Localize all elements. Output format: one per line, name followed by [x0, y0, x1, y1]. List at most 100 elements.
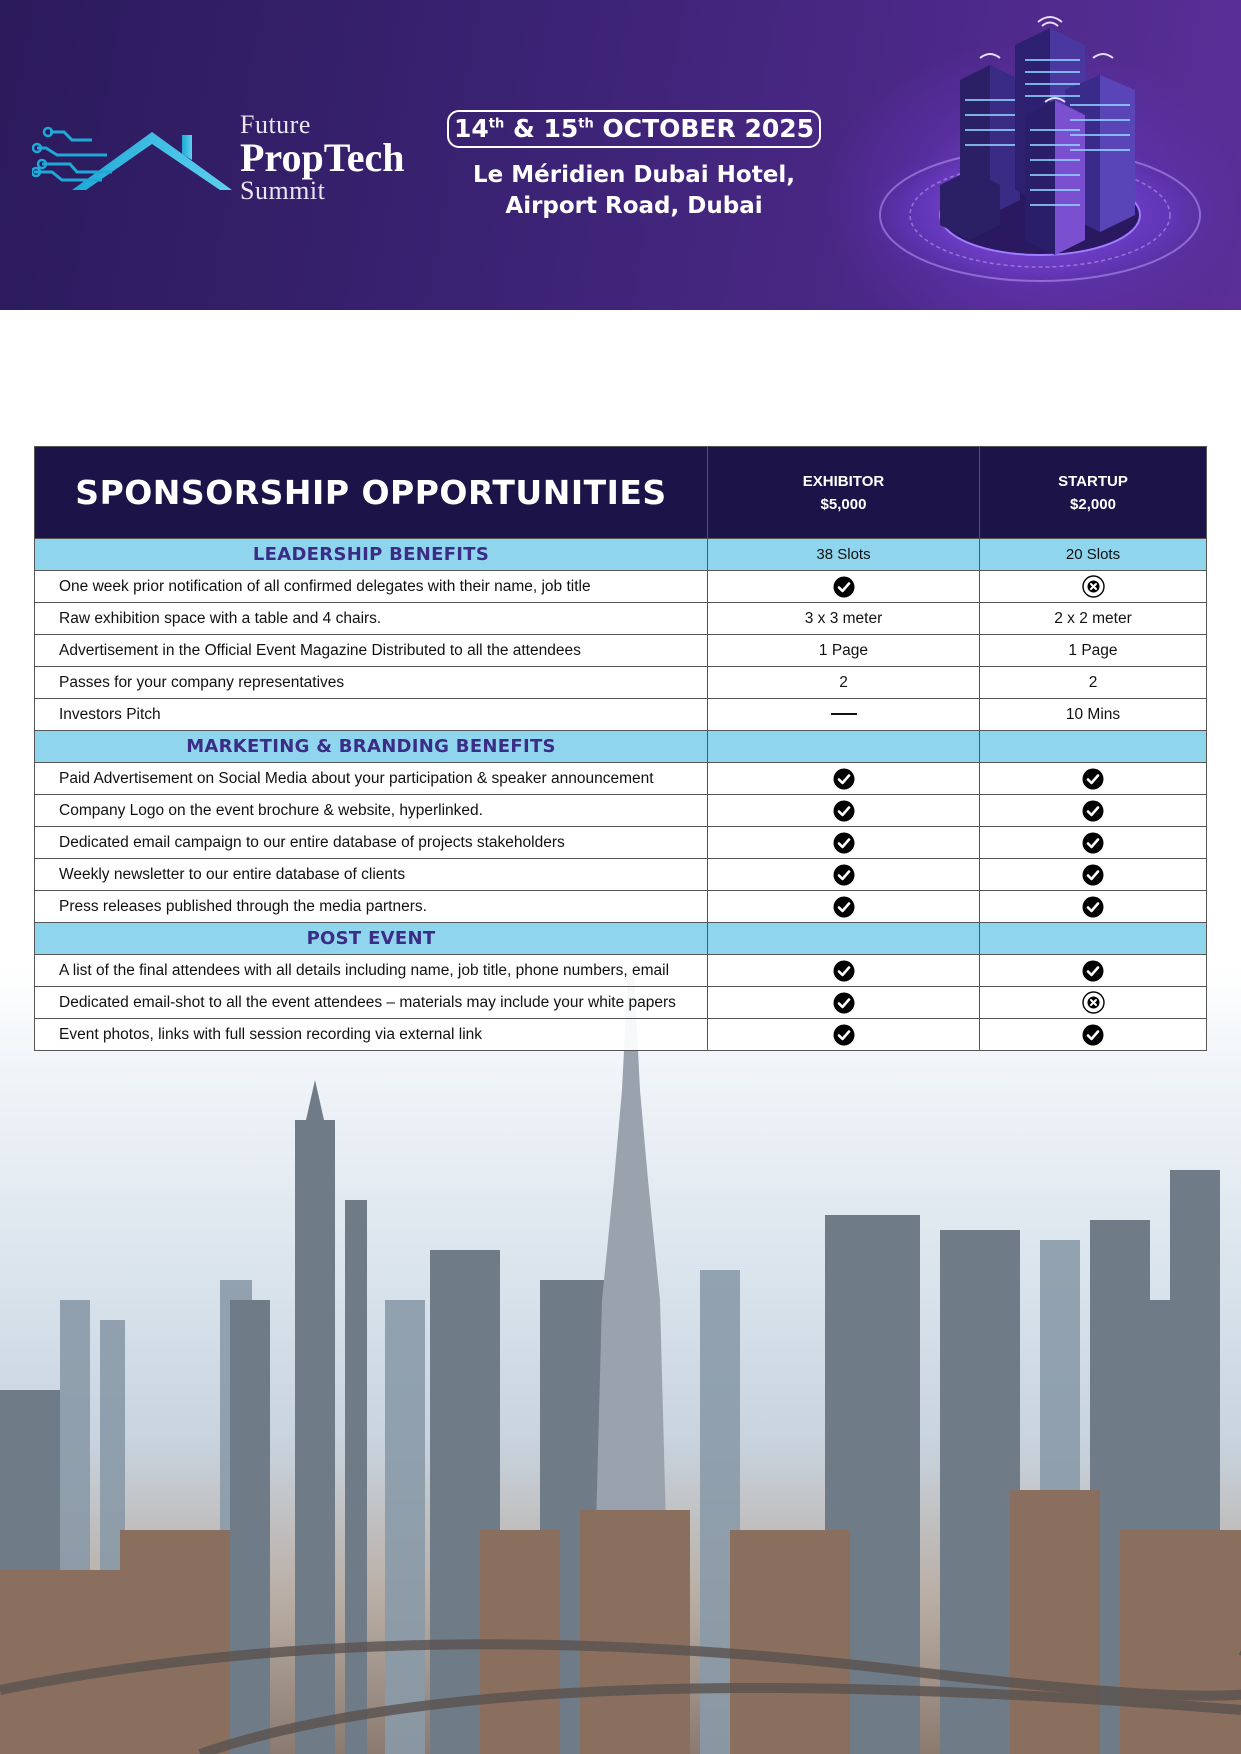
date-month-year: OCTOBER 2025 — [602, 114, 815, 143]
benefit-value-exhibitor — [707, 1018, 980, 1051]
check-circle-icon — [833, 960, 854, 981]
benefit-value-exhibitor — [707, 794, 980, 827]
benefit-value-startup — [979, 794, 1207, 827]
table-row: A list of the final attendees with all d… — [34, 954, 1207, 987]
table-row: One week prior notification of all confi… — [34, 570, 1207, 603]
benefit-value-startup: 2 — [979, 666, 1207, 699]
check-circle-icon — [1082, 960, 1104, 981]
cross-circle-icon — [1081, 575, 1105, 598]
benefit-label: Paid Advertisement on Social Media about… — [34, 762, 708, 795]
table-row: Dedicated email campaign to our entire d… — [34, 826, 1207, 859]
skyline-silhouette — [0, 970, 1241, 1754]
check-circle-icon — [1082, 1024, 1104, 1045]
date-amp: & — [512, 114, 535, 143]
benefit-value-startup: 10 Mins — [979, 698, 1207, 731]
section-title: MARKETING & BRANDING BENEFITS — [34, 730, 708, 763]
benefit-value-exhibitor: 2 — [707, 666, 980, 699]
table-row: Investors Pitch 10 Mins — [34, 698, 1207, 731]
section-value-startup — [979, 730, 1207, 763]
isometric-buildings-illustration — [850, 16, 1230, 295]
venue-line-2: Airport Road, Dubai — [505, 193, 763, 219]
tier-startup-price: $2,000 — [1070, 495, 1116, 513]
benefit-label: Dedicated email campaign to our entire d… — [34, 826, 708, 859]
section-title: LEADERSHIP BENEFITS — [34, 538, 708, 571]
benefit-value-exhibitor — [707, 570, 980, 603]
tier-startup: STARTUP $2,000 — [979, 446, 1207, 539]
event-venue: Le Méridien Dubai Hotel, Airport Road, D… — [447, 160, 821, 222]
benefit-label: Press releases published through the med… — [34, 890, 708, 923]
section-value-exhibitor — [707, 730, 980, 763]
benefit-value-exhibitor — [707, 858, 980, 891]
table-row: Passes for your company representatives 2… — [34, 666, 1207, 699]
benefit-label: Advertisement in the Official Event Maga… — [34, 634, 708, 667]
house-circuit-logo-icon — [32, 126, 232, 190]
check-circle-icon — [833, 992, 854, 1013]
logo-wordmark: Future PropTech Summit — [240, 112, 404, 204]
table-title: SPONSORSHIP OPPORTUNITIES — [34, 446, 708, 539]
header-banner: Future PropTech Summit 14th & 15th OCTOB… — [0, 0, 1241, 310]
tier-exhibitor: EXHIBITOR $5,000 — [707, 446, 980, 539]
check-circle-icon — [833, 576, 854, 597]
benefit-value-exhibitor — [707, 698, 980, 731]
benefit-label: Dedicated email-shot to all the event at… — [34, 986, 708, 1019]
table-row: Event photos, links with full session re… — [34, 1018, 1207, 1051]
date-day1: 14 — [453, 114, 489, 143]
section-header-row: LEADERSHIP BENEFITS 38 Slots 20 Slots — [34, 538, 1207, 571]
venue-line-1: Le Méridien Dubai Hotel, — [473, 162, 795, 188]
table-row: Advertisement in the Official Event Maga… — [34, 634, 1207, 667]
benefit-value-startup — [979, 762, 1207, 795]
benefit-value-startup — [979, 954, 1207, 987]
table-header-row: SPONSORSHIP OPPORTUNITIES EXHIBITOR $5,0… — [34, 446, 1207, 539]
benefit-value-exhibitor: 3 x 3 meter — [707, 602, 980, 635]
benefit-value-exhibitor: 1 Page — [707, 634, 980, 667]
benefit-value-startup — [979, 826, 1207, 859]
tier-exhibitor-price: $5,000 — [820, 495, 867, 513]
benefit-value-startup — [979, 890, 1207, 923]
date-sup2: th — [578, 116, 594, 132]
check-circle-icon — [833, 832, 854, 853]
benefit-value-exhibitor — [707, 986, 980, 1019]
section-header-row: MARKETING & BRANDING BENEFITS — [34, 730, 1207, 763]
table-row: Paid Advertisement on Social Media about… — [34, 762, 1207, 795]
check-circle-icon — [833, 1024, 854, 1045]
logo-line-proptech: PropTech — [240, 135, 405, 180]
benefit-value-startup: 2 x 2 meter — [979, 602, 1207, 635]
benefit-label: One week prior notification of all confi… — [34, 570, 708, 603]
benefit-label: Company Logo on the event brochure & web… — [34, 794, 708, 827]
benefit-value-exhibitor — [707, 890, 980, 923]
benefit-value-startup: 1 Page — [979, 634, 1207, 667]
section-header-row: POST EVENT — [34, 922, 1207, 955]
section-value-startup — [979, 922, 1207, 955]
benefit-value-startup — [979, 858, 1207, 891]
benefit-label: Event photos, links with full session re… — [34, 1018, 708, 1051]
check-circle-icon — [1082, 800, 1104, 821]
table-row: Dedicated email-shot to all the event at… — [34, 986, 1207, 1019]
benefit-label: Investors Pitch — [34, 698, 708, 731]
check-circle-icon — [833, 800, 854, 821]
sponsorship-table-wrapper: SPONSORSHIP OPPORTUNITIES EXHIBITOR $5,0… — [34, 446, 1207, 1051]
section-value-exhibitor: 38 Slots — [707, 538, 980, 571]
benefit-label: A list of the final attendees with all d… — [34, 954, 708, 987]
benefit-label: Passes for your company representatives — [34, 666, 708, 699]
dash-icon — [830, 713, 857, 716]
logo-line-summit: Summit — [240, 176, 326, 205]
check-circle-icon — [1082, 768, 1104, 789]
table-row: Weekly newsletter to our entire database… — [34, 858, 1207, 891]
logo-line-future: Future — [240, 110, 311, 139]
check-circle-icon — [833, 864, 854, 885]
check-circle-icon — [1082, 896, 1104, 917]
benefit-value-exhibitor — [707, 762, 980, 795]
benefit-value-startup — [979, 1018, 1207, 1051]
check-circle-icon — [833, 768, 854, 789]
event-date: 14th & 15th OCTOBER 2025 — [447, 110, 821, 148]
section-value-exhibitor — [707, 922, 980, 955]
tier-exhibitor-name: EXHIBITOR — [802, 472, 885, 490]
sponsorship-table: SPONSORSHIP OPPORTUNITIES EXHIBITOR $5,0… — [34, 446, 1207, 1051]
benefit-label: Weekly newsletter to our entire database… — [34, 858, 708, 891]
benefit-value-exhibitor — [707, 826, 980, 859]
date-day2: 15 — [543, 114, 579, 143]
section-title: POST EVENT — [34, 922, 708, 955]
benefit-value-startup — [979, 986, 1207, 1019]
cross-circle-icon — [1081, 991, 1105, 1014]
check-circle-icon — [1082, 864, 1104, 885]
